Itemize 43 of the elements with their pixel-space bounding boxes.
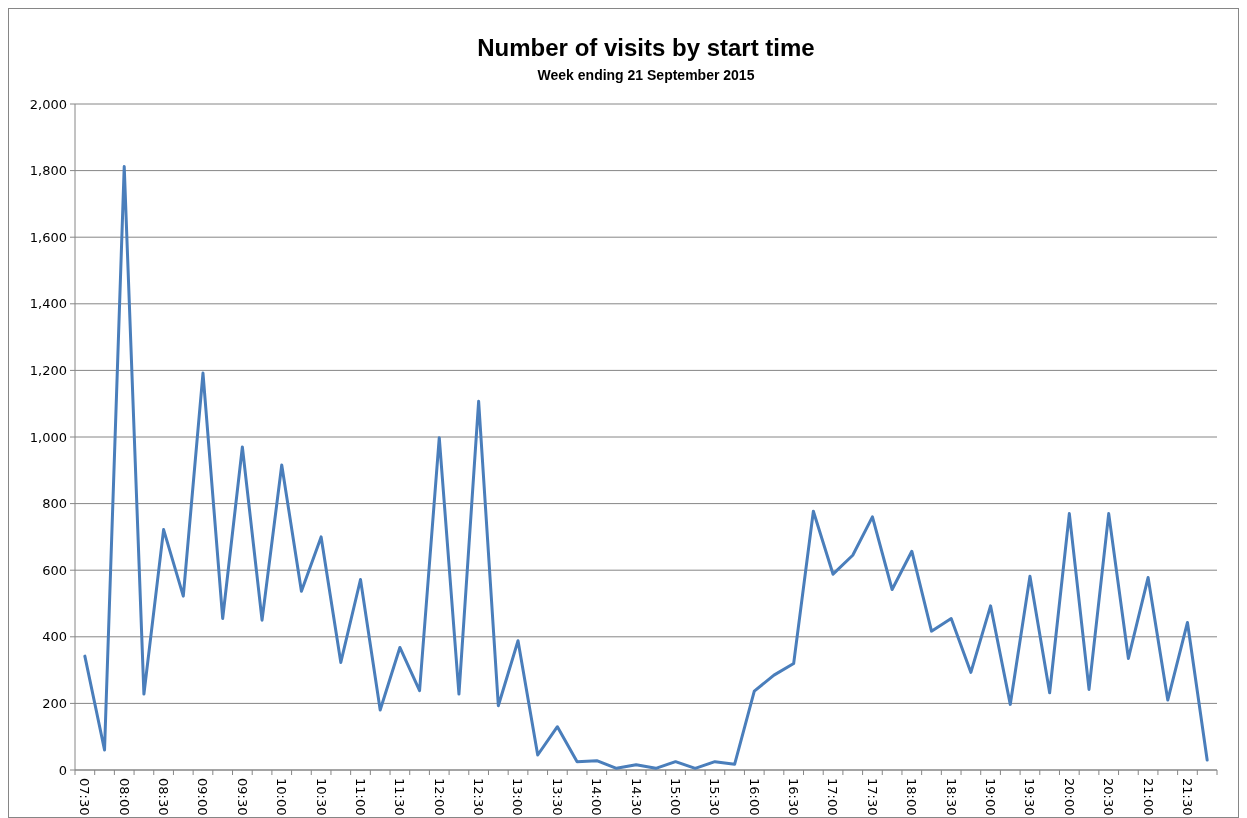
chart-subtitle: Week ending 21 September 2015 <box>537 67 755 83</box>
y-tick-label: 1,600 <box>29 229 67 245</box>
x-tick-label: 08:00 <box>116 778 132 816</box>
x-tick-label: 19:30 <box>1022 778 1038 816</box>
x-tick-label: 09:30 <box>234 778 250 816</box>
x-tick-label: 20:30 <box>1101 778 1117 816</box>
y-tick-label: 0 <box>58 762 67 778</box>
x-tick-label: 09:00 <box>195 778 211 816</box>
x-tick-label: 15:00 <box>667 778 683 816</box>
x-tick-label: 21:00 <box>1140 778 1156 816</box>
x-tick-label: 16:30 <box>786 778 802 816</box>
x-tick-label: 12:30 <box>471 778 487 816</box>
x-tick-label: 16:00 <box>746 778 762 816</box>
x-tick-label: 14:30 <box>628 778 644 816</box>
x-tick-label: 10:30 <box>313 778 329 816</box>
x-tick-label: 11:30 <box>392 778 408 816</box>
x-tick-label: 18:30 <box>943 778 959 816</box>
x-tick-label: 19:00 <box>983 778 999 816</box>
x-tick-label: 13:30 <box>549 778 565 816</box>
chart-title: Number of visits by start time <box>477 34 815 61</box>
y-tick-label: 200 <box>42 695 67 711</box>
x-tick-label: 17:00 <box>825 778 841 816</box>
x-tick-label: 17:30 <box>864 778 880 816</box>
y-tick-label: 1,800 <box>29 163 67 179</box>
x-tick-label: 13:00 <box>510 778 526 816</box>
x-tick-label: 15:30 <box>707 778 723 816</box>
x-tick-label: 20:00 <box>1061 778 1077 816</box>
x-tick-label: 18:00 <box>904 778 920 816</box>
x-tick-label: 10:00 <box>274 778 290 816</box>
x-tick-label: 07:30 <box>77 778 93 816</box>
y-tick-label: 800 <box>42 496 67 512</box>
line-series <box>83 165 1209 770</box>
y-tick-label: 1,200 <box>29 362 67 378</box>
y-tick-label: 2,000 <box>29 96 67 112</box>
x-tick-label: 12:00 <box>431 778 447 816</box>
y-tick-label: 600 <box>42 562 67 578</box>
x-tick-label: 08:30 <box>156 778 172 816</box>
y-tick-label: 400 <box>42 629 67 645</box>
y-tick-label: 1,400 <box>29 296 67 312</box>
x-tick-label: 14:00 <box>589 778 605 816</box>
x-tick-label: 21:30 <box>1179 778 1195 816</box>
x-tick-label: 11:00 <box>352 778 368 816</box>
y-tick-label: 1,000 <box>29 429 67 445</box>
